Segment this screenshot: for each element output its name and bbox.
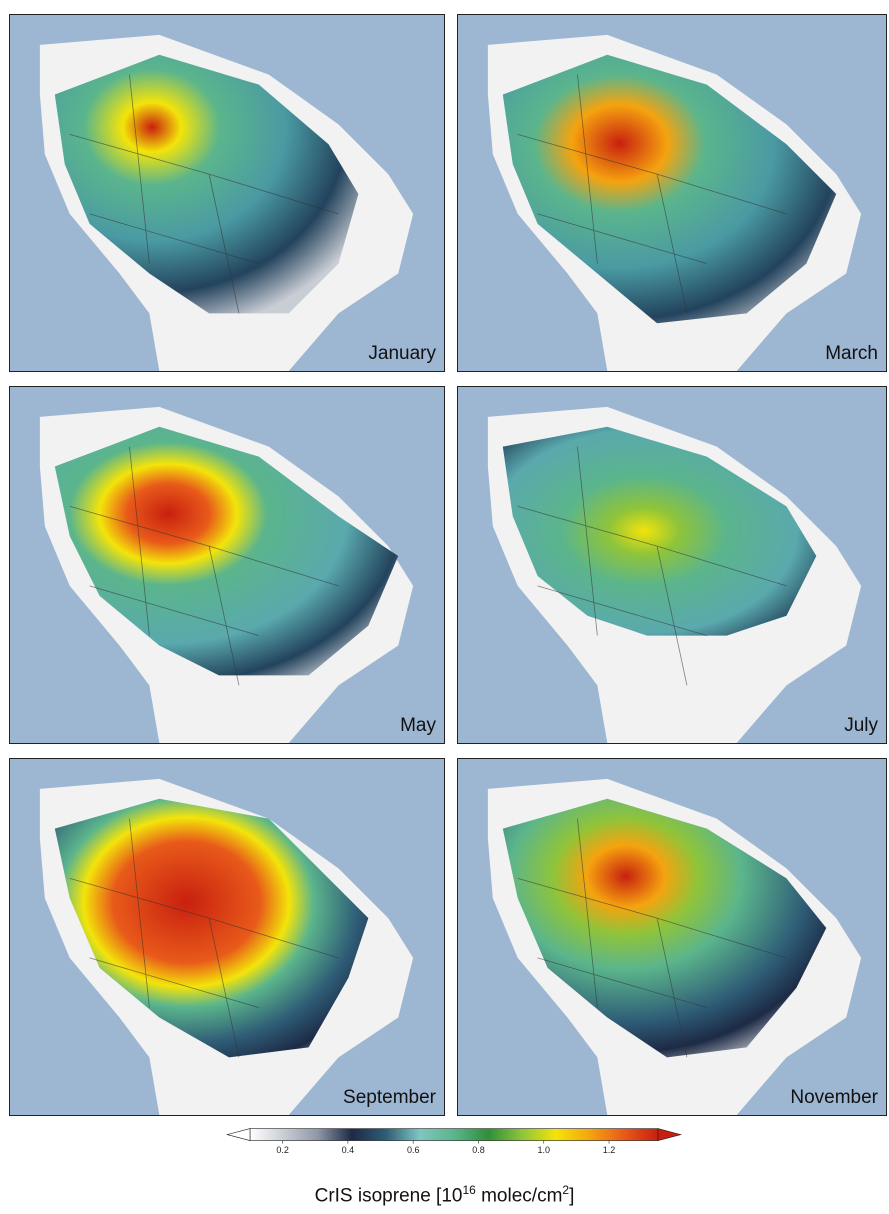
map-november [487,778,862,1115]
map-march [487,34,862,371]
month-label: May [400,715,436,736]
month-label: January [368,343,436,364]
border-lines [69,446,339,686]
map-september [39,778,414,1115]
colorbar-tick-label: 0.8 [472,1145,485,1155]
colorbar-tick-label: 0.4 [342,1145,355,1155]
month-label: November [790,1087,878,1108]
colorbar-tick-label: 1.0 [538,1145,551,1155]
border-lines [517,74,787,314]
border-lines [517,446,787,686]
map-january [39,34,414,371]
colorbar-extend-high [657,1128,682,1141]
month-label: March [825,343,878,364]
isoprene-field [54,54,359,314]
isoprene-field [502,798,827,1058]
colorbar: 0.2 0.4 0.6 0.8 1.0 1.2 [226,1128,682,1155]
map-panel-may: May [9,386,445,744]
colorbar-tick-label: 1.2 [603,1145,616,1155]
colorbar-tick-label: 0.6 [407,1145,420,1155]
colorbar-ticks: 0.2 0.4 0.6 0.8 1.0 1.2 [276,1140,616,1155]
border-lines [517,818,787,1058]
colorbar-tick-label: 0.2 [276,1145,289,1155]
map-may [39,406,414,743]
month-label: September [343,1087,436,1108]
colorbar-gradient [249,1128,659,1141]
colorbar-extend-low [226,1128,251,1141]
map-panel-september: September [9,758,445,1116]
month-label: July [844,715,878,736]
map-panel-march: March [457,14,887,372]
map-panel-january: January [9,14,445,372]
map-panel-november: November [457,758,887,1116]
isoprene-field [502,54,837,324]
border-lines [69,818,339,1058]
border-lines [69,74,339,314]
map-july [487,406,862,743]
map-panel-july: July [457,386,887,744]
colorbar-title: CrIS isoprene [1016 molec/cm2] [314,1183,575,1207]
